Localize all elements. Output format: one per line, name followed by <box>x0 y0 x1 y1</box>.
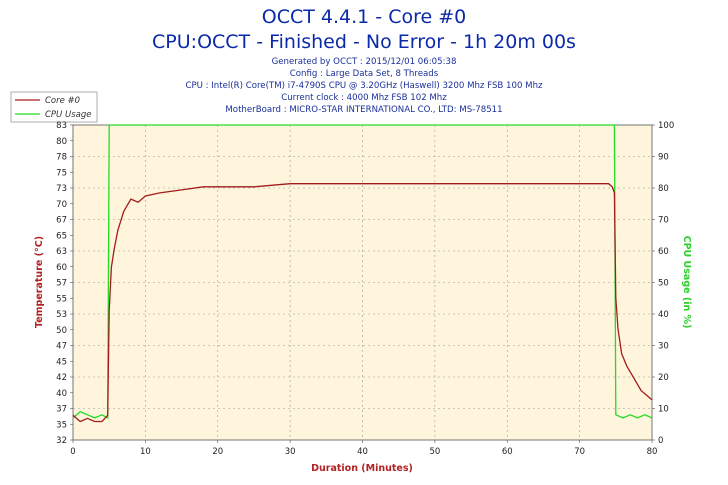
x-tick-label: 80 <box>647 447 658 457</box>
y-tick-label: 75 <box>56 168 67 178</box>
y-tick-label: 60 <box>56 263 67 273</box>
y-tick-label: 63 <box>56 247 67 257</box>
y-right-tick-label: 40 <box>658 310 669 320</box>
y-right-tick-label: 20 <box>658 373 669 383</box>
y-tick-label: 55 <box>56 294 67 304</box>
y-tick-label: 37 <box>56 405 67 415</box>
y-right-tick-label: 0 <box>658 436 663 446</box>
y-right-tick-label: 90 <box>658 153 669 163</box>
x-tick-label: 10 <box>140 447 151 457</box>
y-right-tick-label: 80 <box>658 184 669 194</box>
y-tick-label: 40 <box>56 389 67 399</box>
y-tick-label: 73 <box>56 184 67 194</box>
y-tick-label: 80 <box>56 137 67 147</box>
y-axis-right-label: CPU Usage (in %) <box>681 236 692 329</box>
info-line: Config : Large Data Set, 8 Threads <box>290 69 439 79</box>
y-right-tick-label: 50 <box>658 279 669 289</box>
y-right-tick-label: 100 <box>658 121 674 131</box>
y-right-tick-label: 10 <box>658 405 669 415</box>
y-tick-label: 32 <box>56 436 67 446</box>
grid <box>73 125 652 440</box>
x-tick-label: 40 <box>357 447 368 457</box>
y-axis-label: Temperature (°C) <box>34 236 45 328</box>
y-tick-label: 47 <box>56 342 67 352</box>
y-right-tick-label: 70 <box>658 216 669 226</box>
legend-box <box>10 91 98 123</box>
y-tick-label: 70 <box>56 200 67 210</box>
y-tick-label: 67 <box>56 216 67 226</box>
y-axis-right: 0 10 20 30 40 50 60 70 80 90 100 <box>652 121 674 446</box>
y-tick-label: 35 <box>56 420 67 430</box>
y-tick-label: 83 <box>56 121 67 131</box>
y-right-tick-label: 30 <box>658 342 669 352</box>
chart-subtitle: CPU:OCCT - Finished - No Error - 1h 20m … <box>152 31 576 53</box>
x-tick-label: 50 <box>429 447 440 457</box>
legend-label-core0: Core #0 <box>45 96 80 106</box>
y-tick-label: 42 <box>56 373 67 383</box>
series-core0-line <box>72 183 653 423</box>
y-right-tick-label: 60 <box>658 247 669 257</box>
info-line: MotherBoard : MICRO-STAR INTERNATIONAL C… <box>225 105 502 115</box>
info-block: Generated by OCCT : 2015/12/01 06:05:38 … <box>185 57 543 115</box>
x-tick-label: 60 <box>502 447 513 457</box>
y-tick-label: 65 <box>56 231 67 241</box>
x-tick-label: 0 <box>70 447 75 457</box>
series-cpu-usage-line <box>72 124 653 419</box>
y-tick-label: 78 <box>56 153 67 163</box>
x-tick-label: 20 <box>212 447 223 457</box>
y-tick-label: 50 <box>56 326 67 336</box>
chart-title: OCCT 4.4.1 - Core #0 <box>262 6 466 28</box>
y-axis-left: 32 35 37 40 42 45 47 50 53 55 57 60 63 65 67 70 73 75 78 80… <box>56 121 73 446</box>
info-line: CPU : Intel(R) Core(TM) i7-4790S CPU @ 3… <box>185 81 543 91</box>
y-tick-label: 53 <box>56 310 67 320</box>
info-line: Current clock : 4000 Mhz FSB 102 Mhz <box>281 93 447 103</box>
y-tick-label: 57 <box>56 279 67 289</box>
x-tick-label: 30 <box>285 447 296 457</box>
legend: Core #0 CPU Usage <box>10 91 98 123</box>
legend-label-cpu-usage: CPU Usage <box>45 110 91 120</box>
x-axis: 0 10 20 30 40 50 60 70 80 <box>70 440 657 457</box>
info-line: Generated by OCCT : 2015/12/01 06:05:38 <box>272 57 457 67</box>
x-axis-label: Duration (Minutes) <box>311 463 413 474</box>
y-tick-label: 45 <box>56 357 67 367</box>
series-layer <box>72 124 653 423</box>
x-tick-label: 70 <box>574 447 585 457</box>
